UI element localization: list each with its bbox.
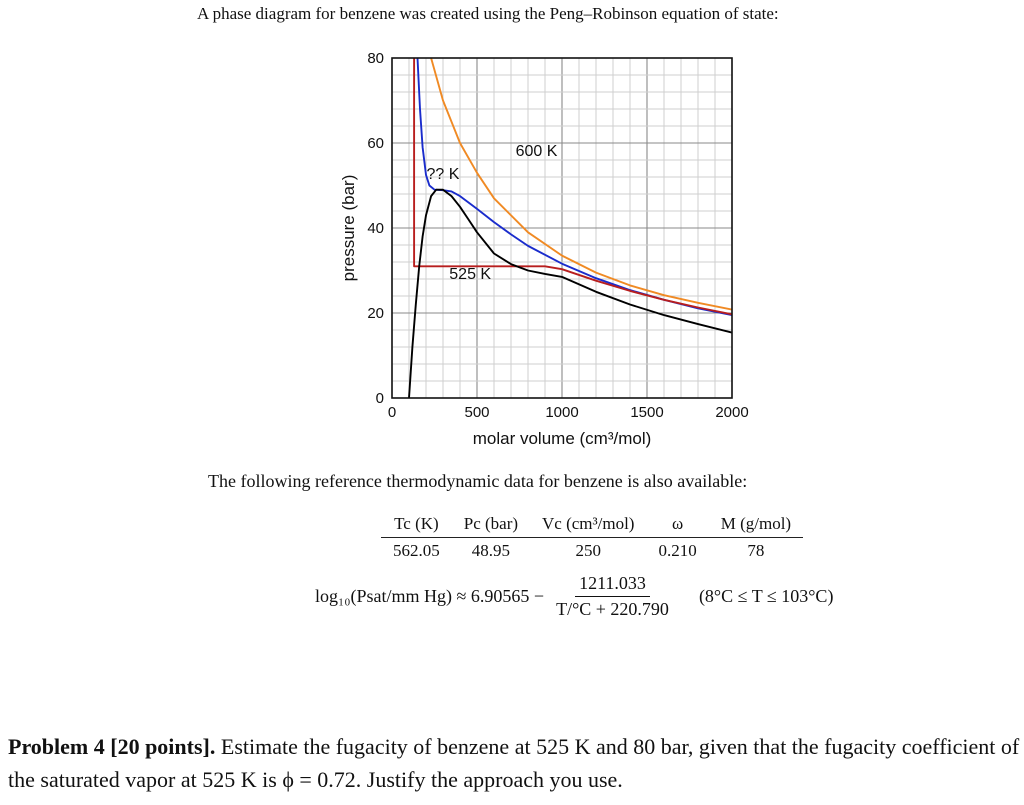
curve-label: 600 K <box>516 143 558 160</box>
annotations: 600 K ?? K 525 K <box>427 143 558 283</box>
phase-diagram-chart: 0 500 1000 1500 2000 0 20 40 60 80 600 K ?? K 525 K… <box>339 50 749 448</box>
x-tick-label: 500 <box>464 404 489 421</box>
y-axis-label: pressure (bar) <box>339 175 358 282</box>
antoine-equation: log₁₀(Psat/mm Hg) ≈ 6.90565 − 1211.033 T… <box>315 572 833 620</box>
y-tick-label: 20 <box>367 305 384 322</box>
header-pc: Pc (bar) <box>451 512 531 538</box>
problem-statement: Problem 4 [20 points]. Estimate the fuga… <box>8 730 1020 796</box>
curve-label: ?? K <box>427 166 460 183</box>
y-tick-label: 80 <box>367 50 384 67</box>
table-header-row: Tc (K) Pc (bar) Vc (cm³/mol) ω M (g/mol) <box>381 512 804 538</box>
equation-numerator: 1211.033 <box>575 573 650 597</box>
series-line-600-k <box>430 58 732 311</box>
x-axis-label: molar volume (cm³/mol) <box>473 429 652 448</box>
reference-data-intro: The following reference thermodynamic da… <box>208 471 748 491</box>
series-line-unlabeled <box>408 188 732 398</box>
series-group <box>408 58 732 398</box>
table-row: 562.05 48.95 250 0.210 78 <box>381 538 803 562</box>
equation-fraction: 1211.033 T/°C + 220.790 <box>552 573 673 620</box>
equation-lhs: log₁₀(Psat/mm Hg) ≈ 6.90565 − <box>315 585 545 606</box>
header-tc: Tc (K) <box>381 512 452 538</box>
x-tick-label: 1500 <box>630 404 663 421</box>
plot-frame <box>391 57 733 399</box>
header-molar-mass: M (g/mol) <box>708 512 804 538</box>
series-line-525-k <box>413 58 732 316</box>
equation-range: (8°C ≤ T ≤ 103°C) <box>698 585 834 606</box>
y-tick-label: 60 <box>367 135 384 152</box>
equation-denominator: T/°C + 220.790 <box>556 598 669 619</box>
problem-text: Estimate the fugacity of benzene at 525 … <box>8 734 1020 792</box>
value-pc: 48.95 <box>471 541 511 560</box>
value-omega: 0.210 <box>658 541 697 560</box>
value-vc: 250 <box>575 541 602 560</box>
x-tick-label: 1000 <box>545 404 578 421</box>
curve-label: 525 K <box>449 266 491 283</box>
header-omega: ω <box>646 512 709 538</box>
y-tick-label: 0 <box>376 390 384 407</box>
header-vc: Vc (cm³/mol) <box>530 512 647 538</box>
problem-label: Problem 4 [20 points]. <box>8 734 216 759</box>
value-tc: 562.05 <box>393 541 440 560</box>
grid <box>391 57 733 399</box>
x-tick-label: 2000 <box>715 404 748 421</box>
reference-data-table: Tc (K) Pc (bar) Vc (cm³/mol) ω M (g/mol)… <box>381 512 804 562</box>
x-tick-label: 0 <box>388 404 396 421</box>
ticks: 0 500 1000 1500 2000 0 20 40 60 80 <box>367 50 748 421</box>
y-tick-label: 40 <box>367 220 384 237</box>
series-line--k <box>416 58 732 317</box>
value-molar-mass: 78 <box>747 541 765 560</box>
intro-text: A phase diagram for benzene was created … <box>197 4 779 23</box>
